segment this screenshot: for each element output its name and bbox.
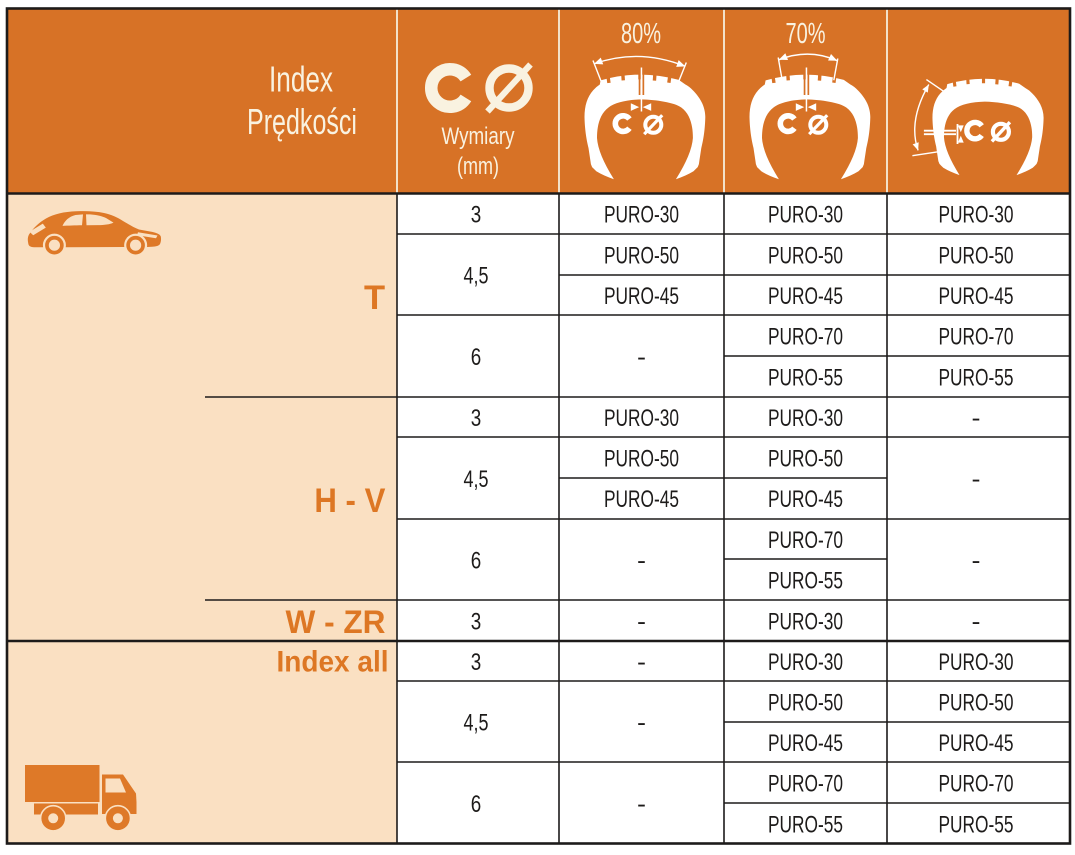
svg-text:-: - xyxy=(972,548,981,575)
svg-text:(mm): (mm) xyxy=(457,153,499,180)
svg-text:-: - xyxy=(637,791,646,818)
svg-text:PURO-70: PURO-70 xyxy=(768,527,843,554)
svg-text:-: - xyxy=(972,466,981,493)
svg-text:PURO-45: PURO-45 xyxy=(939,730,1014,757)
svg-text:-: - xyxy=(972,609,981,636)
svg-text:PURO-50: PURO-50 xyxy=(768,243,843,270)
svg-text:PURO-70: PURO-70 xyxy=(939,771,1014,798)
svg-text:PURO-30: PURO-30 xyxy=(768,609,843,636)
svg-text:PURO-70: PURO-70 xyxy=(768,324,843,351)
svg-text:H - V: H - V xyxy=(314,482,385,520)
svg-text:4,5: 4,5 xyxy=(464,263,489,290)
svg-text:-: - xyxy=(972,405,981,432)
svg-text:80%: 80% xyxy=(621,18,661,50)
svg-text:PURO-50: PURO-50 xyxy=(604,243,679,270)
svg-text:PURO-70: PURO-70 xyxy=(768,771,843,798)
svg-text:PURO-45: PURO-45 xyxy=(939,283,1014,310)
svg-text:PURO-30: PURO-30 xyxy=(604,405,679,432)
svg-text:PURO-55: PURO-55 xyxy=(768,812,843,839)
svg-text:6: 6 xyxy=(471,344,482,371)
svg-text:PURO-55: PURO-55 xyxy=(768,568,843,595)
svg-text:6: 6 xyxy=(471,791,482,818)
svg-text:PURO-30: PURO-30 xyxy=(604,202,679,229)
svg-text:-: - xyxy=(637,609,646,636)
svg-text:Wymiary: Wymiary xyxy=(442,123,515,150)
svg-text:PURO-55: PURO-55 xyxy=(768,365,843,392)
svg-text:PURO-30: PURO-30 xyxy=(939,649,1014,676)
svg-text:Index all: Index all xyxy=(277,646,389,679)
svg-text:3: 3 xyxy=(471,649,482,676)
svg-text:4,5: 4,5 xyxy=(464,710,489,737)
svg-text:PURO-50: PURO-50 xyxy=(604,446,679,473)
svg-text:PURO-45: PURO-45 xyxy=(768,283,843,310)
svg-text:T: T xyxy=(364,279,385,317)
svg-text:70%: 70% xyxy=(786,18,826,50)
svg-text:PURO-55: PURO-55 xyxy=(939,812,1014,839)
svg-text:PURO-50: PURO-50 xyxy=(939,690,1014,717)
svg-text:3: 3 xyxy=(471,202,482,229)
svg-text:3: 3 xyxy=(471,405,482,432)
svg-text:-: - xyxy=(637,710,646,737)
svg-text:3: 3 xyxy=(471,609,482,636)
svg-text:PURO-55: PURO-55 xyxy=(939,365,1014,392)
svg-text:PURO-45: PURO-45 xyxy=(768,486,843,513)
svg-text:PURO-45: PURO-45 xyxy=(604,486,679,513)
svg-text:4,5: 4,5 xyxy=(464,466,489,493)
svg-text:PURO-30: PURO-30 xyxy=(768,405,843,432)
svg-text:-: - xyxy=(637,649,646,676)
svg-text:PURO-50: PURO-50 xyxy=(768,446,843,473)
svg-text:-: - xyxy=(637,548,646,575)
svg-text:PURO-50: PURO-50 xyxy=(768,690,843,717)
svg-text:Prędkości: Prędkości xyxy=(247,101,357,142)
svg-text:W - ZR: W - ZR xyxy=(286,604,386,640)
svg-text:PURO-30: PURO-30 xyxy=(768,649,843,676)
svg-text:PURO-50: PURO-50 xyxy=(939,243,1014,270)
svg-text:PURO-30: PURO-30 xyxy=(939,202,1014,229)
svg-text:PURO-30: PURO-30 xyxy=(768,202,843,229)
svg-text:PURO-45: PURO-45 xyxy=(604,283,679,310)
svg-text:6: 6 xyxy=(471,548,482,575)
svg-text:-: - xyxy=(637,344,646,371)
svg-text:PURO-45: PURO-45 xyxy=(768,730,843,757)
svg-text:PURO-70: PURO-70 xyxy=(939,324,1014,351)
svg-text:Index: Index xyxy=(269,59,333,100)
